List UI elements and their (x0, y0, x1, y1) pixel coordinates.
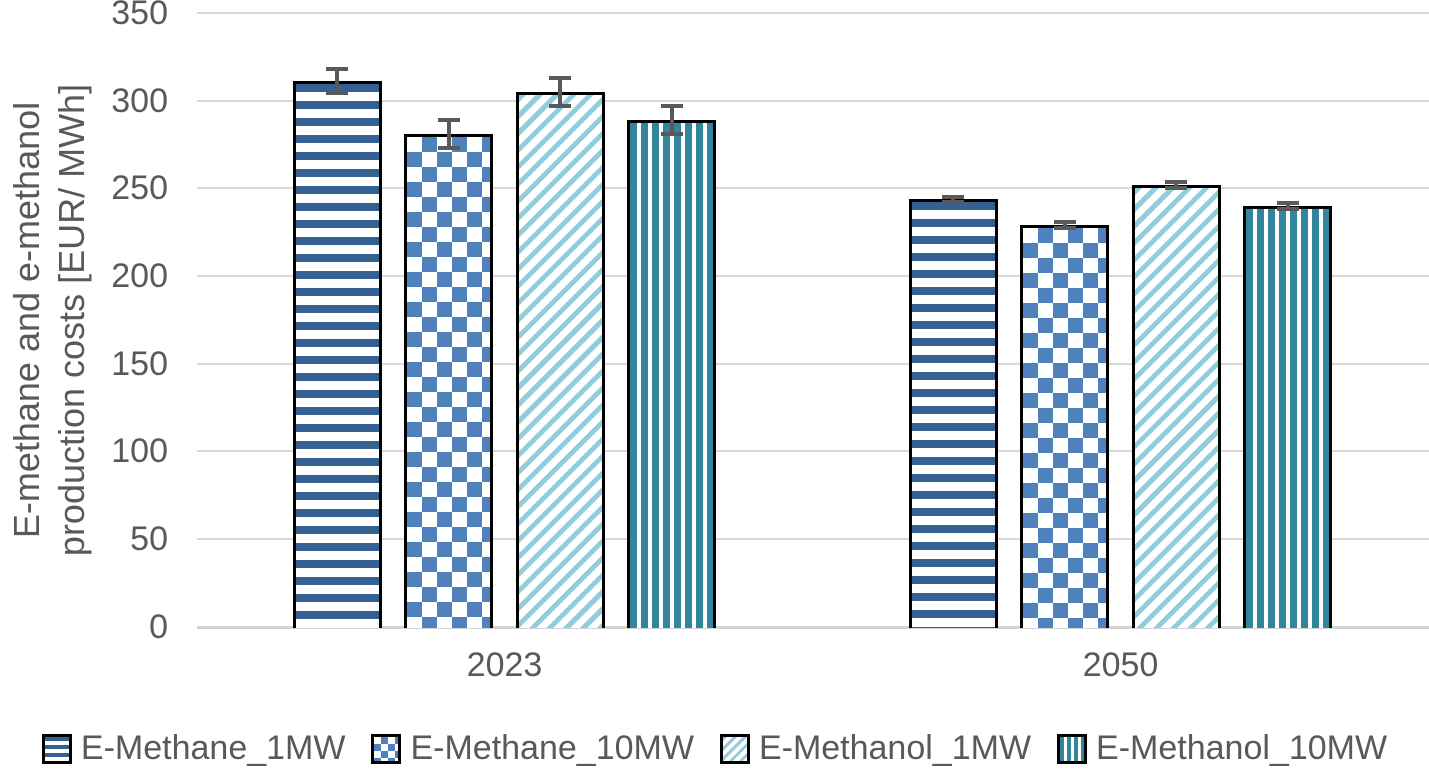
y-tick-label: 200 (111, 257, 168, 296)
legend-item-e-methane_10mw: E-Methane_10MW (371, 729, 694, 768)
legend-item-e-methane_1mw: E-Methane_1MW (41, 729, 346, 768)
error-bar-e-methane_10mw-2023 (437, 118, 460, 150)
bar-e-methane_10mw-2023 (404, 134, 494, 628)
error-bar-e-methanol_10mw-2023 (660, 104, 683, 136)
bar-e-methane_10mw-2050 (1020, 225, 1110, 628)
y-tick-label: 350 (111, 0, 168, 33)
y-tick-label: 150 (111, 344, 168, 383)
error-bar-e-methane_1mw-2050 (942, 195, 965, 205)
gridline (197, 450, 1429, 453)
y-tick-label: 50 (130, 520, 168, 559)
bar-e-methanol_1mw-2050 (1131, 184, 1221, 628)
gridline (197, 538, 1429, 541)
error-bar-e-methanol_1mw-2023 (549, 76, 572, 108)
legend-swatch-diagonal-stripes-icon (719, 733, 750, 764)
legend-label: E-Methanol_10MW (1096, 729, 1388, 767)
y-tick-label: 250 (111, 169, 168, 208)
legend-swatch-horizontal-stripes-icon (41, 733, 72, 764)
error-bar-line (669, 108, 674, 132)
y-axis-title-line-2: production costs [EUR/ MWh] (51, 83, 92, 557)
bar-e-methanol_10mw-2050 (1243, 205, 1333, 628)
gridline (197, 275, 1429, 278)
gridline (197, 362, 1429, 365)
legend-item-e-methanol_10mw: E-Methanol_10MW (1057, 729, 1387, 768)
legend-swatch-checker-icon (371, 733, 402, 764)
legend: E-Methane_1MW E-Methane_10MW E-Methanol_1M… (0, 729, 1429, 768)
bar-e-methane_1mw-2050 (908, 198, 998, 628)
error-bar-line (1062, 223, 1067, 227)
error-bar-line (1285, 204, 1290, 208)
legend-label: E-Methanol_1MW (758, 729, 1032, 767)
error-bar-e-methane_10mw-2050 (1053, 219, 1076, 231)
error-bar-e-methanol_10mw-2050 (1276, 200, 1299, 212)
bar-e-methanol_10mw-2023 (627, 119, 717, 628)
error-bar-e-methane_1mw-2023 (326, 67, 349, 96)
error-bar-line (1174, 183, 1179, 187)
gridline (197, 99, 1429, 102)
error-bar-e-methanol_1mw-2050 (1165, 179, 1188, 191)
error-bar-line (951, 199, 956, 201)
bar-e-methane_1mw-2023 (292, 81, 382, 628)
error-bar-line (446, 122, 451, 146)
legend-swatch-vertical-stripes-icon (1057, 733, 1088, 764)
y-tick-label: 300 (111, 81, 168, 120)
legend-item-e-methanol_1mw: E-Methanol_1MW (719, 729, 1032, 768)
gridline (197, 12, 1429, 15)
legend-label: E-Methane_1MW (80, 729, 346, 767)
error-bar-line (335, 71, 340, 92)
x-category-label-2050: 2050 (1082, 646, 1159, 684)
x-axis-line (197, 625, 1429, 629)
y-tick-label: 0 (149, 607, 168, 646)
legend-label: E-Methane_10MW (410, 729, 694, 767)
error-bar-line (558, 80, 563, 104)
x-category-label-2023: 2023 (466, 646, 543, 684)
gridline (197, 187, 1429, 190)
bar-e-methanol_1mw-2023 (515, 91, 605, 628)
y-tick-label: 100 (111, 432, 168, 471)
y-axis-title-line-1: E-methane and e-methanol (6, 101, 47, 539)
